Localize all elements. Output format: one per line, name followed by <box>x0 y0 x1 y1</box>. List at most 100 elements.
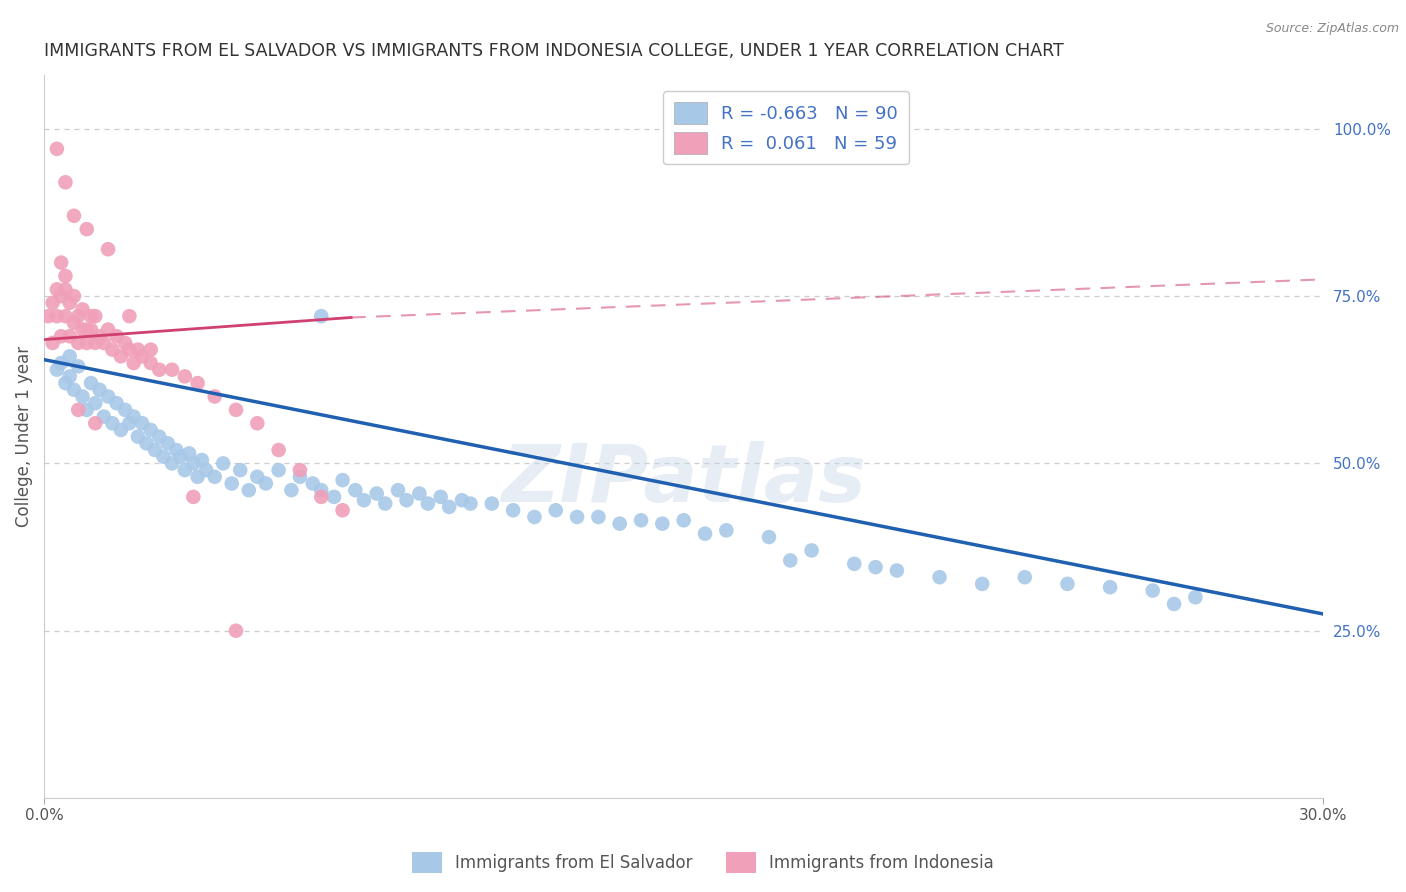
Point <box>1014 570 1036 584</box>
Point <box>309 483 332 498</box>
Point <box>84 396 107 410</box>
Point <box>51 329 73 343</box>
Point <box>89 383 111 397</box>
Point <box>101 416 124 430</box>
Point <box>437 500 460 514</box>
Point <box>183 490 205 504</box>
Point <box>101 343 124 357</box>
Point <box>344 483 367 498</box>
Point <box>173 463 195 477</box>
Point <box>416 497 439 511</box>
Point <box>59 329 82 343</box>
Point <box>366 486 388 500</box>
Point <box>588 510 610 524</box>
Y-axis label: College, Under 1 year: College, Under 1 year <box>15 346 32 527</box>
Point <box>55 309 77 323</box>
Point <box>225 402 247 417</box>
Point <box>374 497 396 511</box>
Point <box>143 443 166 458</box>
Point <box>221 476 243 491</box>
Point <box>693 526 716 541</box>
Point <box>1184 591 1206 605</box>
Point <box>84 335 107 350</box>
Point <box>1099 580 1122 594</box>
Point <box>148 362 170 376</box>
Point <box>972 577 994 591</box>
Point <box>267 443 290 458</box>
Point <box>45 142 67 156</box>
Legend: Immigrants from El Salvador, Immigrants from Indonesia: Immigrants from El Salvador, Immigrants … <box>405 846 1001 880</box>
Point <box>67 402 90 417</box>
Point <box>89 329 111 343</box>
Point <box>97 242 120 256</box>
Point <box>41 335 63 350</box>
Point <box>544 503 567 517</box>
Point <box>332 503 354 517</box>
Point <box>309 490 332 504</box>
Point <box>72 322 94 336</box>
Point <box>229 463 252 477</box>
Point <box>45 282 67 296</box>
Point <box>160 457 183 471</box>
Point <box>156 436 179 450</box>
Point <box>630 513 652 527</box>
Point <box>160 362 183 376</box>
Point <box>93 409 115 424</box>
Point <box>110 423 132 437</box>
Point <box>55 376 77 390</box>
Point <box>80 309 103 323</box>
Point <box>148 429 170 443</box>
Point <box>110 349 132 363</box>
Point <box>139 356 162 370</box>
Point <box>288 470 311 484</box>
Point <box>122 409 145 424</box>
Point <box>105 329 128 343</box>
Point <box>779 553 801 567</box>
Text: IMMIGRANTS FROM EL SALVADOR VS IMMIGRANTS FROM INDONESIA COLLEGE, UNDER 1 YEAR C: IMMIGRANTS FROM EL SALVADOR VS IMMIGRANT… <box>44 42 1064 60</box>
Point <box>139 423 162 437</box>
Point <box>502 503 524 517</box>
Point <box>67 309 90 323</box>
Point <box>353 493 375 508</box>
Point <box>408 486 430 500</box>
Point <box>84 416 107 430</box>
Point <box>246 470 269 484</box>
Point <box>195 463 218 477</box>
Point <box>105 396 128 410</box>
Point <box>523 510 546 524</box>
Point <box>135 436 157 450</box>
Point <box>93 335 115 350</box>
Point <box>169 450 191 464</box>
Point <box>716 524 738 538</box>
Point <box>309 309 332 323</box>
Point <box>45 309 67 323</box>
Point <box>127 343 149 357</box>
Point <box>51 255 73 269</box>
Point <box>131 349 153 363</box>
Point <box>76 322 98 336</box>
Point <box>80 322 103 336</box>
Point <box>152 450 174 464</box>
Point <box>55 175 77 189</box>
Point <box>865 560 887 574</box>
Point <box>41 295 63 310</box>
Point <box>1142 583 1164 598</box>
Point <box>323 490 346 504</box>
Point <box>187 376 209 390</box>
Point <box>267 463 290 477</box>
Point <box>651 516 673 531</box>
Point <box>67 359 90 374</box>
Point <box>800 543 823 558</box>
Point <box>609 516 631 531</box>
Point <box>114 335 136 350</box>
Point <box>63 383 86 397</box>
Point <box>165 443 187 458</box>
Point <box>429 490 451 504</box>
Point <box>131 416 153 430</box>
Point <box>51 289 73 303</box>
Point <box>204 470 226 484</box>
Point <box>139 343 162 357</box>
Point <box>63 209 86 223</box>
Point <box>122 356 145 370</box>
Point <box>72 389 94 403</box>
